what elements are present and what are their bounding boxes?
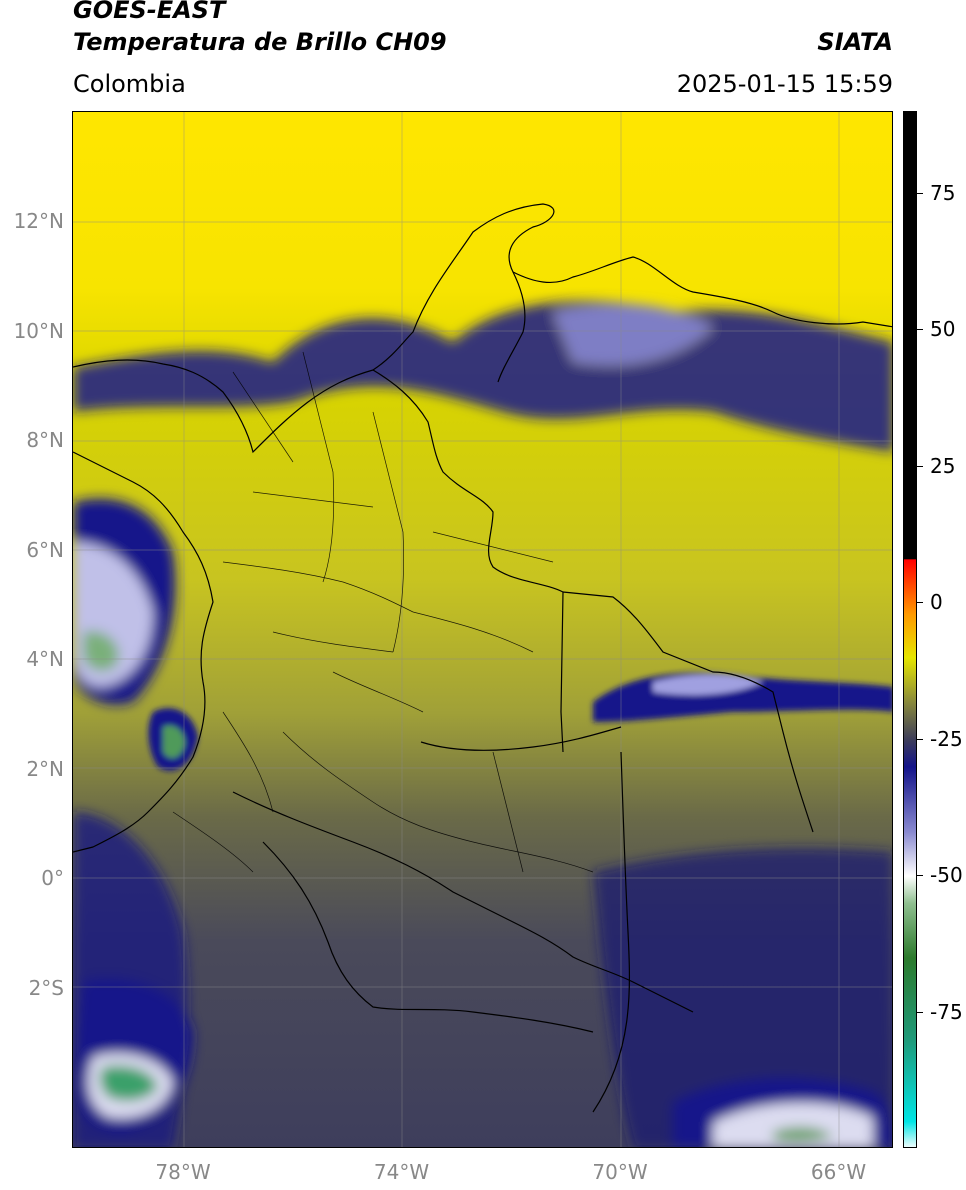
lat-tick-label: 2°N [26, 756, 64, 781]
colorbar-tick-label: -50 [930, 863, 963, 888]
satellite-map[interactable] [72, 111, 893, 1148]
cloud-south-west [73, 812, 193, 1147]
organization-label: SIATA [817, 28, 893, 56]
cloud-south-east [593, 848, 892, 1147]
lat-tick-label: 2°S [28, 975, 64, 1000]
lat-tick-label: 8°N [26, 428, 64, 452]
lat-tick-label: 4°N [26, 647, 64, 671]
lat-tick-label: 0° [41, 866, 64, 890]
colorbar-tick-label: -75 [930, 999, 963, 1024]
colorbar-tick-mark [917, 192, 923, 194]
colorbar-tick-label: 0 [930, 590, 943, 615]
department-boundaries [172, 351, 594, 873]
colorbar-tick-label: -25 [930, 726, 963, 751]
lon-tick-label: 74°W [373, 1160, 430, 1184]
colorbar-tick-label: 50 [930, 317, 956, 342]
colorbar-tick-label: 75 [930, 180, 956, 205]
colorbar [903, 111, 917, 1148]
country-borders [73, 203, 892, 1113]
product-title: Temperatura de Brillo CH09 [73, 28, 447, 56]
colorbar-tick-mark [917, 602, 923, 604]
lon-tick-label: 78°W [155, 1160, 211, 1184]
region-label: Colombia [73, 70, 186, 98]
colorbar-tick-mark [917, 465, 923, 467]
colorbar-tick-mark [917, 1011, 923, 1013]
lat-tick-label: 12°N [13, 209, 64, 233]
lat-tick-label: 10°N [13, 318, 64, 343]
colorbar-tick-label: 25 [930, 453, 956, 478]
datetime-label: 2025-01-15 15:59 [676, 70, 893, 98]
cloud-pacific-small [148, 708, 198, 771]
colorbar-tick-mark [917, 875, 923, 877]
cloud-band-east [593, 672, 892, 722]
lat-tick-label: 6°N [26, 537, 64, 562]
colorbar-tick-mark [917, 329, 923, 331]
lon-tick-label: 66°W [810, 1160, 867, 1184]
cloud-band-north [73, 300, 892, 452]
lon-tick-label: 70°W [592, 1160, 648, 1184]
colorbar-tick-mark [917, 738, 923, 740]
satellite-title: GOES-EAST [73, 0, 226, 24]
